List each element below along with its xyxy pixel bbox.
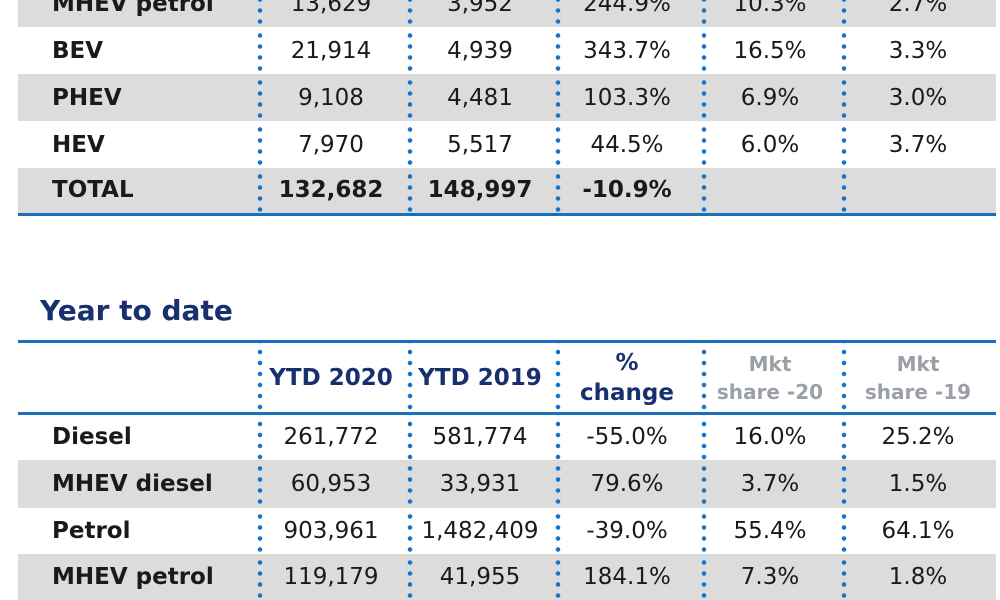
value-2020: 9,108 — [256, 74, 406, 121]
row-label: PHEV — [18, 74, 256, 121]
table-row: PHEV 9,108 4,481 103.3% 6.9% 3.0% — [18, 74, 996, 121]
market-share-2019: 64.1% — [840, 507, 996, 554]
row-label: BEV — [52, 37, 104, 64]
market-share-2020: 3.7% — [700, 459, 840, 508]
value-ytd-2020: 119,179 — [256, 553, 406, 600]
market-share-2020: 55.4% — [700, 507, 840, 554]
value-ytd-2020: 261,772 — [256, 413, 406, 460]
total-2019: 148,997 — [406, 168, 554, 216]
value-2019: 4,481 — [406, 74, 554, 121]
percent-change: -55.0% — [554, 413, 700, 460]
value-2019: 5,517 — [406, 121, 554, 168]
market-share-2019: 3.0% — [840, 74, 996, 121]
row-label: Diesel — [52, 424, 132, 451]
section-title: Year to date — [40, 294, 233, 327]
header-market-share-2019: Mkt share -19 — [840, 340, 996, 415]
total-row: TOTAL 132,682 148,997 -10.9% — [18, 168, 996, 216]
percent-change: 343.7% — [554, 27, 700, 74]
header-share19-line1: Mkt — [896, 351, 940, 376]
percent-change: 244.9% — [554, 0, 700, 27]
market-share-2019: 1.8% — [840, 553, 996, 600]
percent-change: 103.3% — [554, 74, 700, 121]
value-2020: 7,970 — [256, 121, 406, 168]
row-label: MHEV petrol — [18, 553, 256, 600]
row-label: MHEV petrol — [18, 0, 256, 27]
table-row: Diesel 261,772 581,774 -55.0% 16.0% 25.2… — [18, 413, 996, 460]
market-share-2019: 25.2% — [840, 413, 996, 460]
total-percent-change: -10.9% — [554, 168, 700, 216]
header-percent-line1: % — [615, 349, 639, 376]
market-share-2019: 3.3% — [840, 27, 996, 74]
value-2020: 13,629 — [256, 0, 406, 27]
header-empty — [18, 340, 256, 415]
market-share-2020: 6.0% — [700, 121, 840, 168]
percent-change: 184.1% — [554, 553, 700, 600]
table-row: BEV 21,914 4,939 343.7% 16.5% 3.3% — [18, 27, 996, 74]
total-market-share-2020 — [700, 168, 840, 216]
value-ytd-2019: 1,482,409 — [406, 507, 554, 554]
value-ytd-2020: 60,953 — [256, 459, 406, 508]
row-label: Petrol — [52, 517, 131, 544]
market-share-2019: 3.7% — [840, 121, 996, 168]
value-2019: 4,939 — [406, 27, 554, 74]
percent-change: 79.6% — [554, 459, 700, 508]
row-label: MHEV diesel — [18, 459, 256, 508]
header-percent-line2: change — [580, 379, 674, 406]
market-share-2019: 1.5% — [840, 459, 996, 508]
value-ytd-2019: 33,931 — [406, 459, 554, 508]
market-share-2020: 6.9% — [700, 74, 840, 121]
market-share-2019: 2.7% — [840, 0, 996, 27]
market-share-2020: 7.3% — [700, 553, 840, 600]
table-row: MHEV petrol 119,179 41,955 184.1% 7.3% 1… — [18, 553, 996, 600]
header-share19-line2: share -19 — [864, 379, 972, 404]
table-row: Petrol 903,961 1,482,409 -39.0% 55.4% 64… — [18, 507, 996, 554]
header-share20-line1: Mkt — [748, 351, 792, 376]
total-2020: 132,682 — [256, 168, 406, 216]
table-row: HEV 7,970 5,517 44.5% 6.0% 3.7% — [18, 121, 996, 168]
value-2019: 3,952 — [406, 0, 554, 27]
header-market-share-2020: Mkt share -20 — [700, 340, 840, 415]
ytd-table: YTD 2020 YTD 2019 % change Mkt share -20… — [18, 340, 996, 600]
table-row: MHEV diesel 60,953 33,931 79.6% 3.7% 1.5… — [18, 459, 996, 508]
value-2020: 21,914 — [256, 27, 406, 74]
header-share20-line2: share -20 — [716, 379, 824, 404]
header-row: YTD 2020 YTD 2019 % change Mkt share -20… — [18, 340, 996, 415]
monthly-table: MHEV petrol 13,629 3,952 244.9% 10.3% 2.… — [18, 0, 996, 216]
table-row: MHEV petrol 13,629 3,952 244.9% 10.3% 2.… — [18, 0, 996, 27]
total-label: TOTAL — [18, 168, 256, 216]
percent-change: -39.0% — [554, 507, 700, 554]
value-ytd-2019: 581,774 — [406, 413, 554, 460]
row-label: HEV — [52, 131, 105, 158]
header-percent-change: % change — [554, 340, 700, 415]
value-ytd-2020: 903,961 — [256, 507, 406, 554]
header-ytd-2020: YTD 2020 — [256, 340, 406, 415]
header-ytd-2019: YTD 2019 — [406, 340, 554, 415]
total-market-share-2019 — [840, 168, 996, 216]
percent-change: 44.5% — [554, 121, 700, 168]
value-ytd-2019: 41,955 — [406, 553, 554, 600]
market-share-2020: 16.5% — [700, 27, 840, 74]
market-share-2020: 10.3% — [700, 0, 840, 27]
market-share-2020: 16.0% — [700, 413, 840, 460]
